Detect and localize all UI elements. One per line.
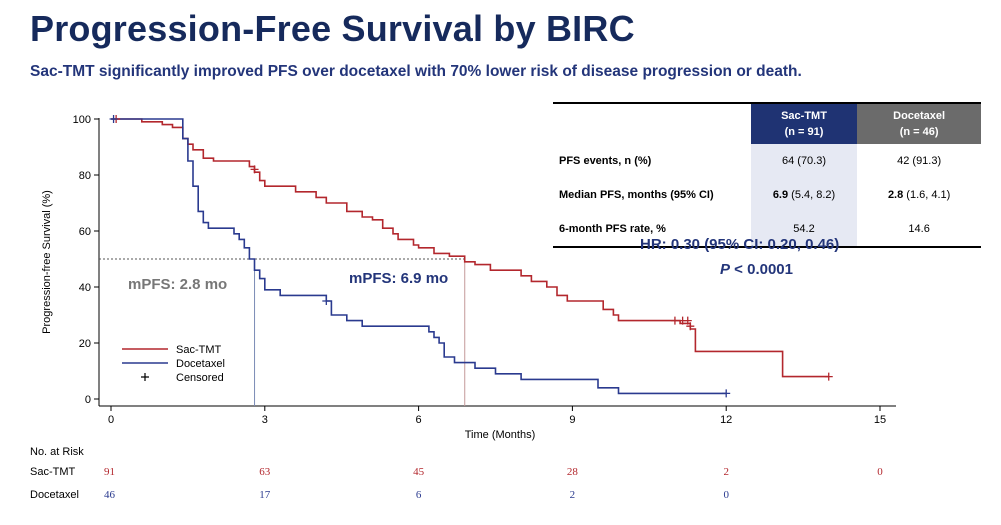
header-doc-n: (n = 46) [899, 126, 939, 138]
table-row-events: PFS events, n (%) 64 (70.3) 42 (91.3) [553, 144, 981, 178]
y-tick-label: 100 [73, 114, 91, 126]
legend-swatch-censored [141, 373, 149, 381]
cell-sac-bold: 6.9 [772, 189, 789, 201]
median-label-sac: mPFS: 6.9 mo [349, 270, 449, 287]
header-sac-n: (n = 91) [784, 126, 824, 138]
legend-label: Censored [176, 372, 224, 384]
cell-doc: 2.8 (1.6, 4.1) [857, 178, 981, 212]
x-axis-label: Time (Months) [465, 429, 536, 441]
page-title: Progression-Free Survival by BIRC [30, 8, 635, 49]
table-header-blank [553, 102, 751, 144]
x-tick-label: 3 [262, 414, 268, 426]
p-value-text: < 0.0001 [730, 261, 793, 278]
table-header-row: Sac-TMT (n = 91) Docetaxel (n = 46) [553, 102, 981, 144]
km-curve-sac-tmt [111, 118, 829, 378]
row-label: 6-month PFS rate, % [553, 212, 751, 248]
results-table: Sac-TMT (n = 91) Docetaxel (n = 46) PFS … [553, 102, 981, 248]
header-sac-name: Sac-TMT [781, 110, 827, 122]
at-risk-value: 2 [570, 489, 576, 501]
legend-label: Docetaxel [176, 358, 225, 370]
at-risk-value: 0 [877, 466, 883, 478]
cell-doc: 14.6 [857, 212, 981, 248]
cell-sac-ci: (5.4, 8.2) [788, 189, 836, 201]
p-value: P < 0.0001 [720, 261, 793, 278]
at-risk-value: 2 [723, 466, 729, 478]
at-risk-value: 46 [104, 489, 116, 501]
p-symbol: P [720, 261, 731, 278]
x-tick-label: 12 [720, 414, 732, 426]
censor-mark-sac-tmt [250, 165, 259, 174]
at-risk-value: 6 [416, 489, 422, 501]
header-docetaxel: Docetaxel (n = 46) [857, 102, 981, 144]
at-risk-value: 0 [723, 489, 729, 501]
censor-mark-docetaxel [322, 297, 331, 305]
table-row-6mo: 6-month PFS rate, % 54.2 14.6 [553, 212, 981, 248]
row-label: PFS events, n (%) [559, 155, 652, 167]
y-axis-label: Progression-free Survival (%) [41, 190, 53, 334]
at-risk-heading: No. at Risk [30, 446, 84, 458]
censor-mark-sac-tmt [670, 316, 679, 325]
header-doc-name: Docetaxel [893, 110, 946, 122]
y-tick-label: 60 [79, 226, 91, 238]
censor-mark-docetaxel [722, 389, 731, 398]
table-row-median: Median PFS, months (95% CI) 6.9 (5.4, 8.… [553, 178, 981, 212]
median-label-docetaxel: mPFS: 2.8 mo [128, 276, 228, 293]
censor-mark-sac-tmt [683, 316, 692, 325]
header-sac: Sac-TMT (n = 91) [750, 102, 858, 144]
x-tick-label: 15 [874, 414, 886, 426]
y-tick-label: 40 [79, 282, 91, 294]
page-subtitle: Sac-TMT significantly improved PFS over … [30, 63, 802, 80]
cell-doc: 42 (91.3) [897, 155, 942, 167]
row-label: Median PFS, months (95% CI) [559, 189, 714, 201]
y-tick-label: 80 [79, 170, 91, 182]
x-tick-label: 6 [416, 414, 422, 426]
cell-sac: 64 (70.3) [750, 144, 858, 178]
censor-mark-sac-tmt [686, 322, 695, 331]
legend-label: Sac-TMT [176, 344, 222, 356]
cell-sac: 6.9 (5.4, 8.2) [750, 178, 858, 212]
x-tick-label: 9 [569, 414, 575, 426]
hazard-ratio: HR: 0.30 (95% CI: 0.20, 0.46) [640, 236, 840, 253]
at-risk-value: 17 [259, 489, 271, 501]
x-tick-label: 0 [108, 414, 114, 426]
at-risk-value: 28 [567, 466, 579, 478]
at-risk-value: 45 [413, 466, 425, 478]
at-risk-row-label: Docetaxel [30, 489, 79, 501]
km-curve-docetaxel [111, 118, 727, 395]
y-tick-label: 0 [85, 394, 91, 406]
at-risk-row-label: Sac-TMT [30, 466, 76, 478]
y-tick-label: 20 [79, 338, 91, 350]
censor-mark-docetaxel [109, 115, 118, 123]
at-risk-value: 91 [104, 466, 115, 478]
censor-mark-sac-tmt [824, 372, 833, 381]
cell-doc-bold: 2.8 [887, 189, 904, 201]
cell-sac: 54.2 [750, 212, 858, 248]
at-risk-value: 63 [259, 466, 271, 478]
cell-doc-ci: (1.6, 4.1) [903, 189, 951, 201]
